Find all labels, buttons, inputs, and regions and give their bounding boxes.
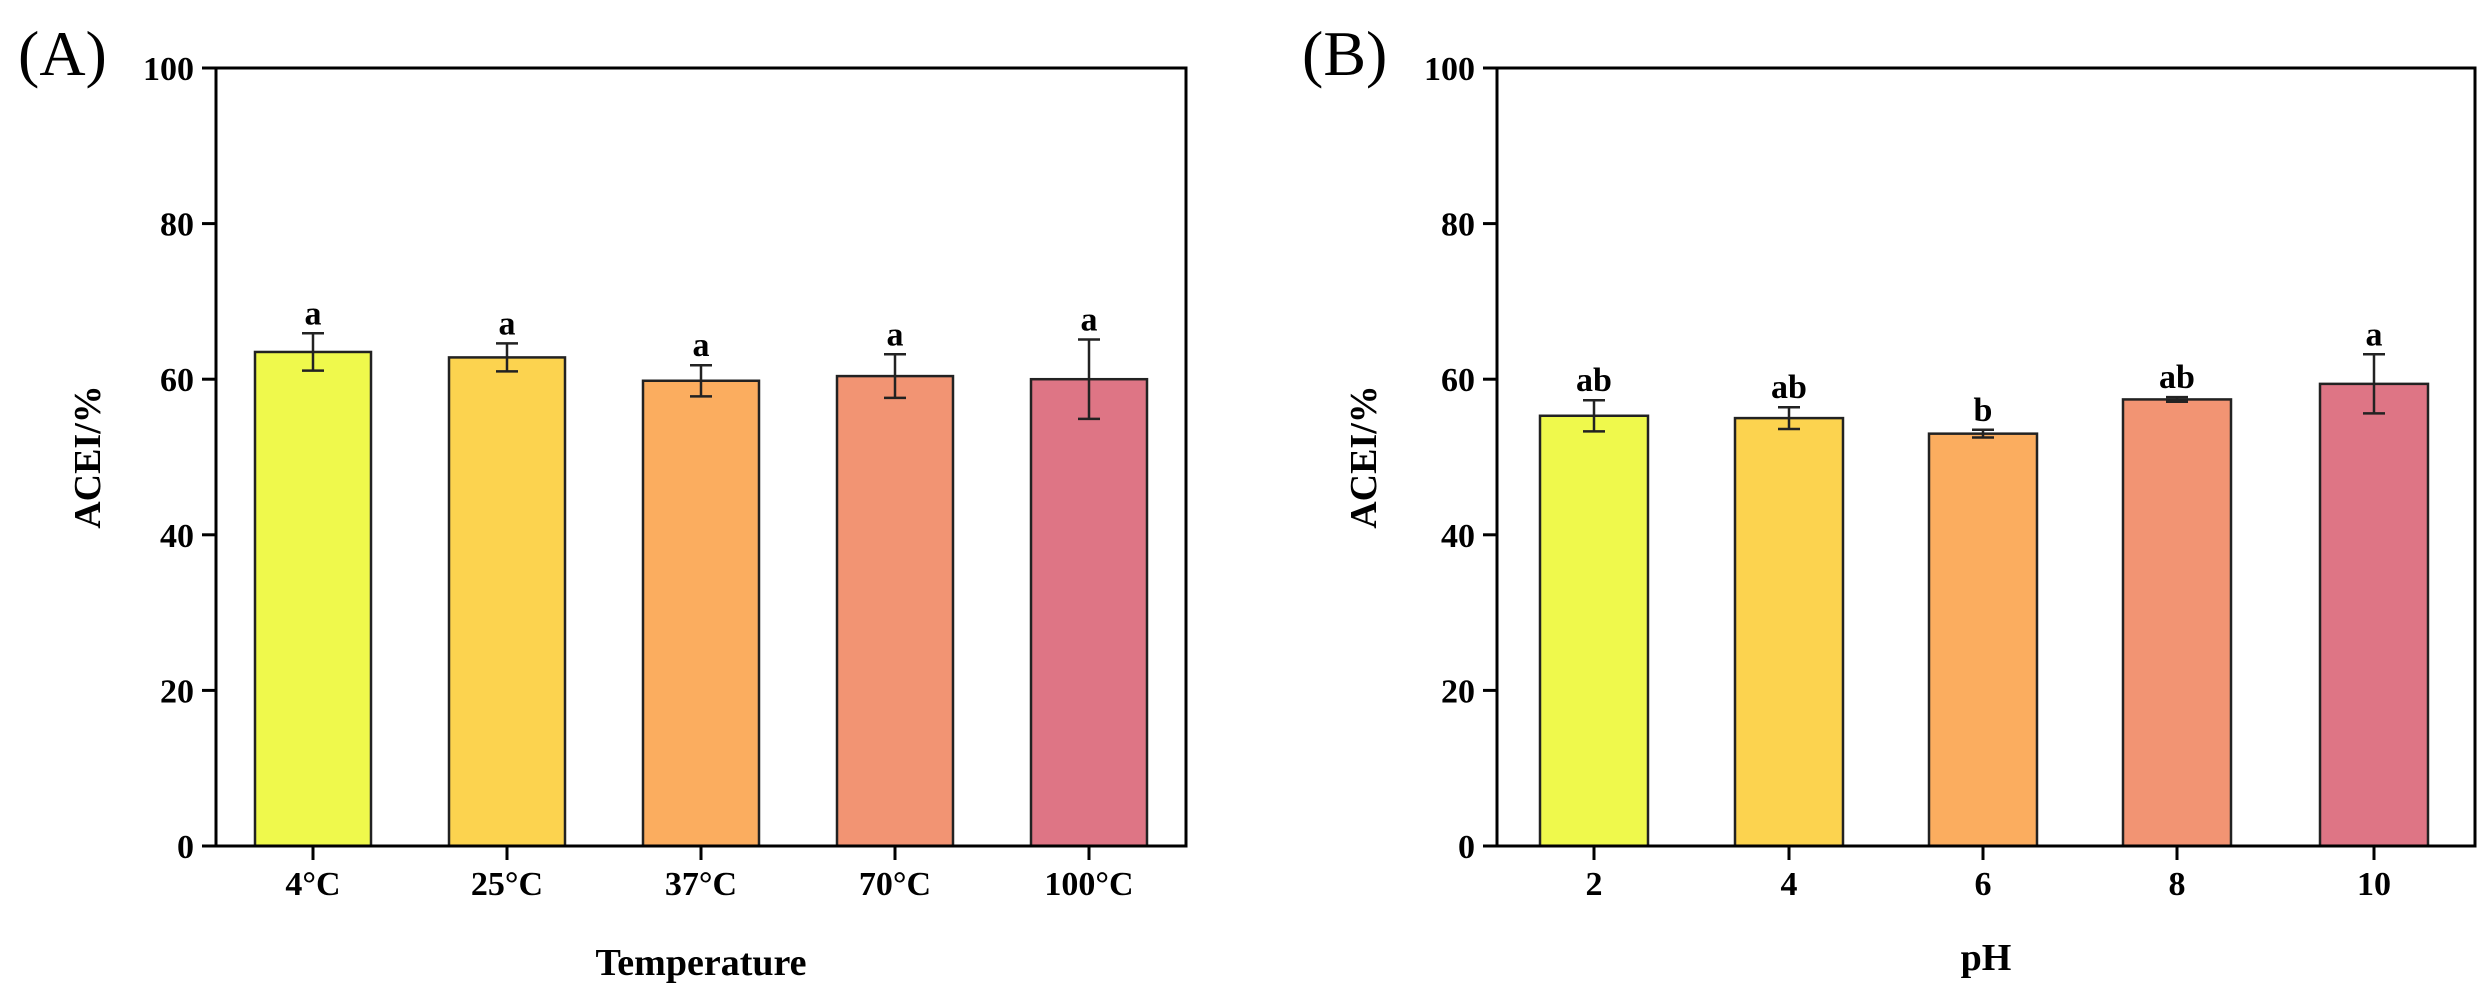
bar <box>1538 414 1650 848</box>
y-tick-label: 60 <box>1441 362 1475 399</box>
bar <box>1733 416 1845 848</box>
bar <box>447 356 567 848</box>
significance-label: a <box>305 295 322 332</box>
bar <box>641 379 761 848</box>
significance-label: a <box>2366 316 2383 353</box>
y-tick-label: 20 <box>1441 673 1475 710</box>
y-tick-label: 80 <box>160 207 194 244</box>
panel-label: (A) <box>18 18 107 89</box>
significance-label: ab <box>1771 369 1807 406</box>
y-tick-label: 80 <box>1441 207 1475 244</box>
bar <box>1927 432 2039 848</box>
bar <box>835 374 955 848</box>
x-tick-label: 25°C <box>471 866 543 903</box>
bar <box>2318 382 2430 848</box>
significance-label: a <box>887 316 904 353</box>
panel-label: (B) <box>1302 18 1387 89</box>
significance-label: b <box>1974 392 1993 429</box>
x-tick-label: 2 <box>1586 866 1603 903</box>
panel-a: (A) 0 20 40 60 80 100 a 4°C a 25°C a 37°C a 70°C a 100°C… <box>18 18 1188 984</box>
bar <box>2121 398 2233 848</box>
bar <box>253 350 373 848</box>
y-axis-title: ACEI/% <box>67 385 109 529</box>
panel-b: (B) 0 20 40 60 80 100 ab 2 ab 4 b 6 ab 8 a 10 pH ACEI/% <box>1302 18 2477 979</box>
y-tick-label: 0 <box>177 829 194 866</box>
x-tick-label: 70°C <box>859 866 931 903</box>
y-tick-label: 20 <box>160 673 194 710</box>
x-tick-label: 6 <box>1975 866 1992 903</box>
y-tick-label: 0 <box>1458 829 1475 866</box>
x-tick-label: 37°C <box>665 866 737 903</box>
y-tick-label: 60 <box>160 362 194 399</box>
x-axis-title: pH <box>1961 937 2012 979</box>
x-tick-label: 100°C <box>1044 866 1133 903</box>
x-tick-label: 4 <box>1781 866 1798 903</box>
significance-label: ab <box>1576 362 1612 399</box>
significance-label: a <box>693 327 710 364</box>
x-axis-title: Temperature <box>595 942 806 984</box>
x-tick-label: 4°C <box>285 866 340 903</box>
y-tick-label: 100 <box>1424 51 1475 88</box>
plot-frame <box>214 66 1188 848</box>
significance-label: a <box>499 305 516 342</box>
bar <box>1029 377 1149 848</box>
y-axis-title: ACEI/% <box>1343 385 1385 529</box>
y-tick-label: 40 <box>1441 518 1475 555</box>
plot-frame <box>1495 66 2477 848</box>
x-tick-label: 8 <box>2169 866 2186 903</box>
x-tick-label: 10 <box>2357 866 2391 903</box>
significance-label: ab <box>2159 359 2195 396</box>
significance-label: a <box>1081 302 1098 339</box>
y-tick-label: 40 <box>160 518 194 555</box>
y-tick-label: 100 <box>143 51 194 88</box>
